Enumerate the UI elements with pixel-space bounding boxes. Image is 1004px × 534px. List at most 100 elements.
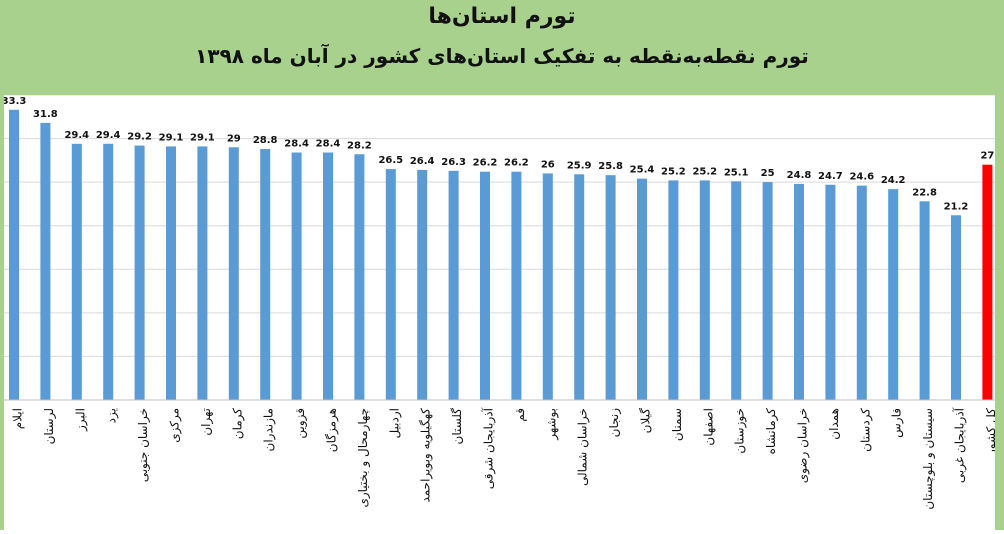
data-label: 28.8 [253,135,278,146]
category-label: زنجان [607,408,622,438]
data-label: 24.6 [849,172,874,183]
bar [511,171,522,400]
bar [197,146,208,400]
category-label: بوشهر [544,408,559,441]
category-label: گیلان [639,408,653,434]
right-border [995,95,1004,530]
data-label: 31.8 [33,109,58,120]
data-label: 26.3 [441,157,466,168]
category-label: مرکزی [168,408,183,443]
category-label: همدان [827,408,841,440]
category-label: خراسان جنوبی [136,408,151,482]
data-label: 26 [541,159,555,170]
bar [574,174,585,400]
data-label: 29.2 [127,132,152,143]
category-label: سیستان و بلوچستان [921,408,936,510]
data-label: 29.1 [159,132,184,143]
data-label: 29 [227,133,241,144]
bar [951,215,961,400]
data-label: 26.2 [504,158,529,169]
category-label: قزوین [293,408,308,439]
bar [825,184,836,400]
data-label: 24.8 [787,170,812,181]
category-label: مازندران [262,408,277,451]
bar [71,143,82,401]
bar [103,143,114,401]
category-label: کرمان [230,408,245,440]
bar [448,170,459,400]
bar [668,180,679,400]
data-label: 26.5 [378,155,403,166]
category-label: لرستان [42,408,57,444]
bar [699,180,710,400]
bar [354,154,365,400]
data-label: 22.8 [912,187,937,198]
data-label: 25.1 [724,167,749,178]
bar [637,178,647,400]
bar [40,122,51,400]
category-label: چهارمحال و بختیاری [356,408,371,508]
category-label: آذربایجان شرقی [481,407,497,489]
data-label: 29.4 [96,130,121,141]
bar [731,181,742,400]
data-label: 26.2 [473,158,498,169]
data-label: 25.2 [661,166,686,177]
bar [9,109,19,401]
data-label: 25.9 [567,160,592,171]
bar [260,149,271,400]
category-label: کهگیلویه وبویراحمد [419,408,434,503]
category-label: ایلام [11,408,25,429]
chart-subtitle: تورم نقطه‌به‌نقطه به تفکیک استان‌های کشو… [195,44,809,68]
data-label: 26.4 [410,156,435,167]
category-label: تهران [199,408,214,436]
bar [480,171,490,400]
bar-chart: 33.3 ایلام 31.8 لرستان 29.4 البرز 29.4 یزد 29.2 خ… [2,94,999,510]
data-label: 21.2 [944,201,969,212]
bar [919,201,930,400]
category-label: خراسان رضوی [796,408,811,483]
left-border [0,95,4,530]
category-label: خوزستان [733,408,748,454]
bar [762,182,773,400]
data-label: 29.4 [64,130,89,141]
bar [291,152,302,400]
data-label: 28.4 [284,139,309,150]
bar [888,189,899,400]
category-label: البرز [73,408,88,432]
bar [323,152,333,400]
category-label: هرمزگان [325,408,340,452]
bar [542,173,553,400]
data-label: 24.2 [881,175,906,186]
bar [134,145,145,400]
data-label: 33.3 [2,96,27,107]
bar [794,183,804,400]
bar [385,169,396,400]
bar [228,147,239,400]
category-label: فارس [890,408,905,438]
data-label: 25.4 [630,165,655,176]
chart-title: تورم استان‌ها [428,4,576,29]
category-label: آذربایجان غربی [952,407,968,483]
bar [605,175,616,400]
category-label: قم [513,408,527,422]
data-label: 28.2 [347,140,372,151]
data-label: 28.4 [316,139,341,150]
category-label: یزد [105,408,120,423]
category-label: کرمانشاه [764,408,779,455]
category-label: اصفهان [701,408,715,446]
chart-header: تورم استان‌ها تورم نقطه‌به‌نقطه به تفکیک… [0,0,1004,95]
plot-area: 33.3 ایلام 31.8 لرستان 29.4 البرز 29.4 یزد 29.2 خ… [0,94,1004,530]
data-label: 25.2 [692,166,717,177]
category-label: اردبیل [387,408,402,439]
category-label: گلستان [450,408,464,445]
bar [417,169,428,400]
category-label: سمنان [670,408,684,441]
bar [856,185,867,400]
data-label: 25 [761,168,775,179]
data-label: 25.8 [598,161,623,172]
bar [166,146,176,400]
data-label: 24.7 [818,171,843,182]
bar [982,164,993,400]
data-label: 27 [980,151,994,162]
category-label: کردستان [858,408,873,452]
